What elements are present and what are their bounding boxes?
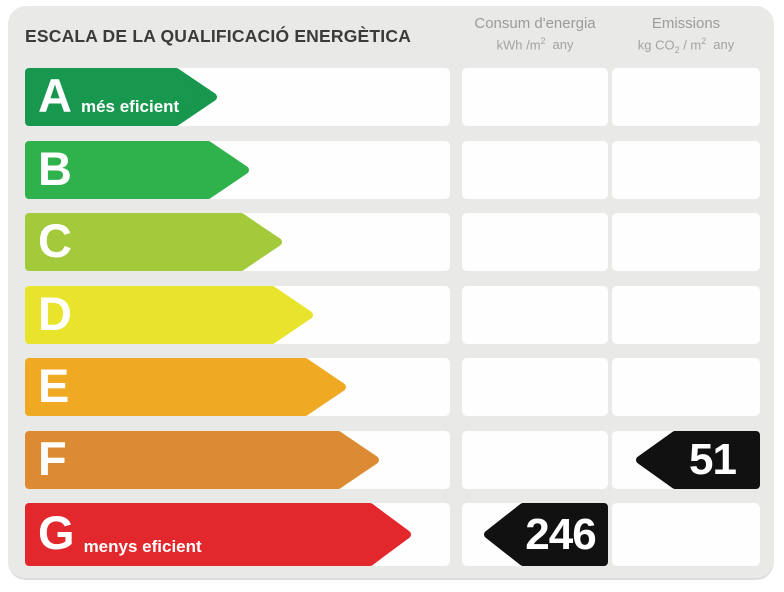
consum-cell-C (462, 213, 608, 271)
consum-cell-D (462, 286, 608, 344)
consum-cell-F (462, 431, 608, 489)
rating-row-E: E (8, 358, 774, 416)
rating-arrow-F: F (25, 431, 380, 489)
emissions-value-tag: 51 (635, 431, 760, 489)
emissions-cell-B (612, 141, 760, 199)
consum-column-units: kWh /m2 any (496, 36, 574, 53)
efficiency-note-G: menys eficient (83, 537, 202, 556)
rating-arrow-B: B (25, 141, 250, 199)
arrow-shape-B (25, 141, 249, 199)
consum-cell-A (462, 68, 608, 126)
rating-letter-F: F (38, 431, 67, 485)
consum-value: 246 (525, 509, 596, 559)
rating-letter-A: A (38, 68, 72, 122)
emissions-cell-G (612, 503, 760, 566)
consum-column-title: Consum d'energia (474, 15, 596, 32)
consum-cell-B (462, 141, 608, 199)
arrow-label-E: E (25, 358, 347, 416)
rating-arrow-C: C (25, 213, 283, 271)
emissions-value: 51 (689, 435, 737, 484)
arrow-label-C: C (25, 213, 283, 271)
emissions-cell-A (612, 68, 760, 126)
efficiency-note-A: més eficient (80, 97, 180, 116)
emissions-cell-C (612, 213, 760, 271)
energy-rating-card: ESCALA DE LA QUALIFICACIÓ ENERGÈTICA Con… (8, 6, 774, 580)
arrow-shape-C (25, 213, 282, 271)
emissions-column-header: Emissions kg CO2 / m2 any (612, 15, 760, 55)
rating-letter-D: D (38, 286, 72, 340)
emissions-cell-D (612, 286, 760, 344)
consum-cell-E (462, 358, 608, 416)
rating-row-C: C (8, 213, 774, 271)
emissions-column-units: kg CO2 / m2 any (637, 36, 735, 55)
rating-row-F: F 51 (8, 431, 774, 489)
consum-column-header: Consum d'energia kWh /m2 any (462, 15, 608, 52)
arrow-shape-F (25, 431, 379, 489)
arrow-label-B: B (25, 141, 250, 199)
rating-letter-C: C (38, 213, 72, 267)
consum-value-tag: 246 (483, 503, 608, 566)
rating-letter-G: G (38, 506, 75, 559)
arrow-shape-D (25, 286, 313, 344)
page-title: ESCALA DE LA QUALIFICACIÓ ENERGÈTICA (25, 26, 412, 46)
rating-arrow-E: E (25, 358, 347, 416)
arrow-label-D: D (25, 286, 314, 344)
arrow-label-F: F (25, 431, 380, 489)
value-tag-shape (484, 503, 608, 566)
emissions-column-title: Emissions (651, 15, 721, 32)
value-tag-shape (636, 431, 760, 489)
rating-letter-E: E (38, 358, 70, 412)
arrow-shape-A (25, 68, 217, 126)
emissions-cell-E (612, 358, 760, 416)
arrow-shape-E (25, 358, 346, 416)
rating-row-B: B (8, 141, 774, 199)
rating-arrow-D: D (25, 286, 314, 344)
arrow-shape-G (25, 503, 411, 566)
rating-row-D: D (8, 286, 774, 344)
rating-letter-B: B (38, 141, 72, 195)
